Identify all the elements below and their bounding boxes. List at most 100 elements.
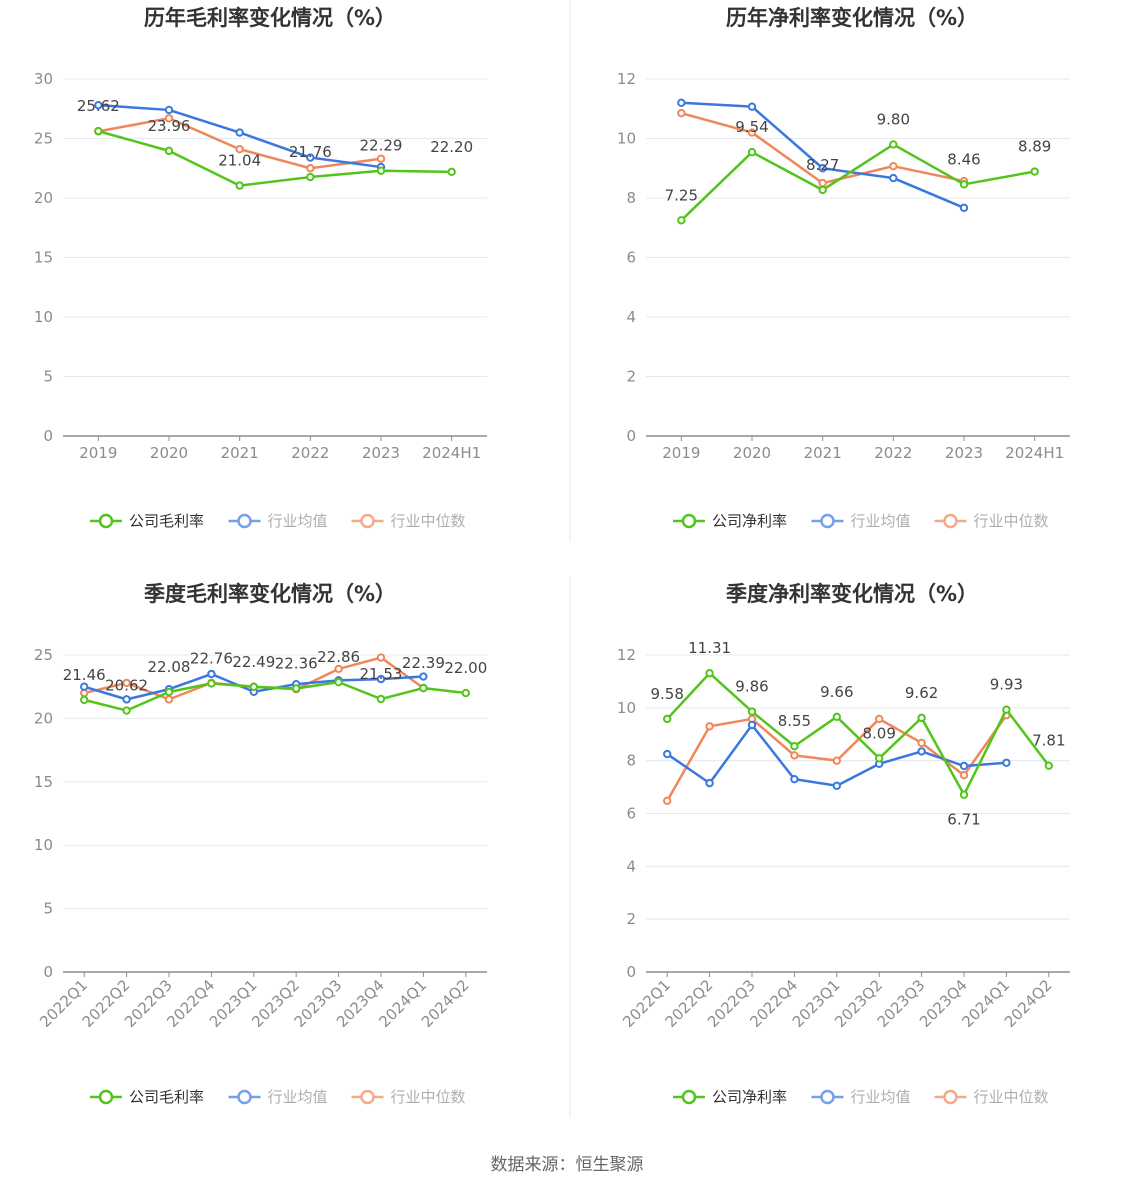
data-point-industry-avg [122, 695, 131, 704]
data-point-company [461, 688, 470, 698]
data-point-company [832, 712, 841, 722]
legend-item-industry-median: 行业中位数 [934, 512, 1049, 530]
data-point-company [94, 126, 103, 136]
data-label: 8.89 [1018, 138, 1051, 156]
data-point-company [1002, 705, 1011, 714]
data-point-industry-median [705, 722, 714, 731]
x-tick-label: 2024H1 [422, 444, 481, 462]
legend-item-industry-avg: 行业均值 [228, 512, 328, 530]
data-point-industry-median [677, 109, 686, 118]
data-point-company [747, 707, 757, 716]
legend-label: 行业中位数 [391, 1088, 466, 1106]
quarterly-gross-margin-chart: 季度毛利率变化情况（%）05101520252022Q12022Q22022Q3… [34, 582, 487, 1106]
data-point-industry-avg [747, 720, 757, 730]
y-tick-label: 5 [43, 900, 53, 918]
legend-label: 行业均值 [851, 1088, 911, 1106]
y-tick-label: 15 [34, 249, 53, 267]
legend-label: 公司毛利率 [129, 512, 204, 530]
data-point-company [376, 166, 386, 175]
y-tick-label: 12 [617, 646, 636, 664]
data-point-industry-avg [306, 153, 315, 162]
y-tick-label: 2 [626, 910, 636, 928]
data-label: 9.93 [990, 676, 1023, 694]
legend-label: 公司净利率 [712, 1088, 787, 1106]
data-point-industry-median [663, 796, 672, 806]
y-tick-label: 25 [34, 130, 53, 148]
y-tick-label: 5 [43, 368, 53, 386]
data-point-company [959, 790, 969, 799]
data-point-company [164, 146, 174, 156]
x-tick-label: 2020 [150, 444, 188, 462]
data-label: 6.71 [947, 811, 980, 829]
data-point-company [917, 713, 926, 723]
data-point-industry-avg [747, 102, 757, 111]
data-point-industry-avg [235, 128, 244, 137]
legend-marker [360, 513, 375, 529]
legend-item-industry-avg: 行业均值 [811, 512, 911, 530]
data-label: 7.25 [665, 186, 698, 204]
data-point-industry-avg [419, 672, 428, 681]
series-line-company [83, 680, 466, 712]
y-tick-label: 25 [34, 646, 53, 664]
data-point-company [889, 140, 898, 149]
data-label: 9.66 [820, 683, 853, 701]
x-tick-label: 2022 [874, 444, 912, 462]
data-label: 21.46 [63, 666, 106, 684]
data-point-company [790, 741, 799, 751]
data-point-industry-avg [1002, 758, 1011, 767]
data-point-company [164, 687, 174, 697]
x-tick-label: 2024H1 [1005, 444, 1064, 462]
legend-marker [98, 1089, 114, 1105]
data-label: 21.53 [360, 665, 403, 683]
data-point-company [677, 216, 686, 225]
data-point-industry-median [122, 678, 131, 688]
annual-gross-margin-chart: 历年毛利率变化情况（%） 0 5 10 15 20 25 30 2019 2020 2021 2022… [34, 6, 487, 530]
chart-title: 历年净利率变化情况（%） [726, 6, 978, 30]
y-tick-label: 10 [34, 308, 53, 326]
data-label: 25.62 [77, 97, 120, 115]
legend-label: 公司净利率 [712, 512, 787, 530]
data-point-company [306, 172, 315, 182]
data-point-industry-median [306, 164, 315, 173]
series-line-industry-avg [666, 723, 1007, 788]
data-point-industry-median [376, 653, 386, 662]
data-point-industry-median [889, 161, 898, 171]
data-point-industry-avg [889, 173, 898, 183]
data-point-company [235, 181, 244, 190]
data-point-industry-avg [818, 164, 827, 173]
data-point-company [80, 695, 89, 705]
legend-item-company: 公司净利率 [673, 1088, 787, 1106]
y-tick-label: 4 [626, 308, 636, 326]
data-label: 22.86 [317, 648, 360, 666]
legend-item-industry-avg: 行业均值 [811, 1088, 911, 1106]
data-label: 22.76 [190, 649, 233, 667]
data-source-footer: 数据来源：恒生聚源 [490, 1155, 644, 1175]
data-point-industry-median [164, 114, 174, 123]
data-point-company [705, 669, 714, 678]
data-point-industry-median [235, 145, 244, 154]
x-tick-label: 2020 [733, 444, 771, 462]
y-tick-label: 0 [43, 427, 53, 445]
y-tick-label: 10 [617, 699, 636, 717]
data-point-industry-avg [790, 774, 799, 784]
x-tick-label: 2023 [362, 444, 400, 462]
data-point-industry-avg [705, 778, 714, 788]
x-tick-label: 2023 [945, 444, 983, 462]
data-point-industry-median [818, 178, 827, 188]
y-tick-label: 6 [626, 805, 636, 823]
series-line-company [680, 143, 1035, 222]
legend-item-company: 公司净利率 [673, 512, 787, 530]
data-point-industry-median [790, 751, 799, 760]
series-line-company [666, 671, 1050, 796]
legend-marker [820, 1089, 835, 1105]
data-point-industry-avg [677, 98, 686, 108]
chart-title: 季度净利率变化情况（%） [726, 582, 978, 606]
data-label: 21.04 [218, 152, 261, 170]
data-point-industry-median [917, 738, 926, 748]
y-tick-label: 0 [626, 963, 636, 981]
y-tick-label: 20 [34, 189, 53, 207]
legend-item-industry-avg: 行业均值 [228, 1088, 328, 1106]
y-tick-label: 10 [34, 836, 53, 854]
x-tick-label: 2021 [221, 444, 259, 462]
y-tick-label: 20 [34, 709, 53, 727]
